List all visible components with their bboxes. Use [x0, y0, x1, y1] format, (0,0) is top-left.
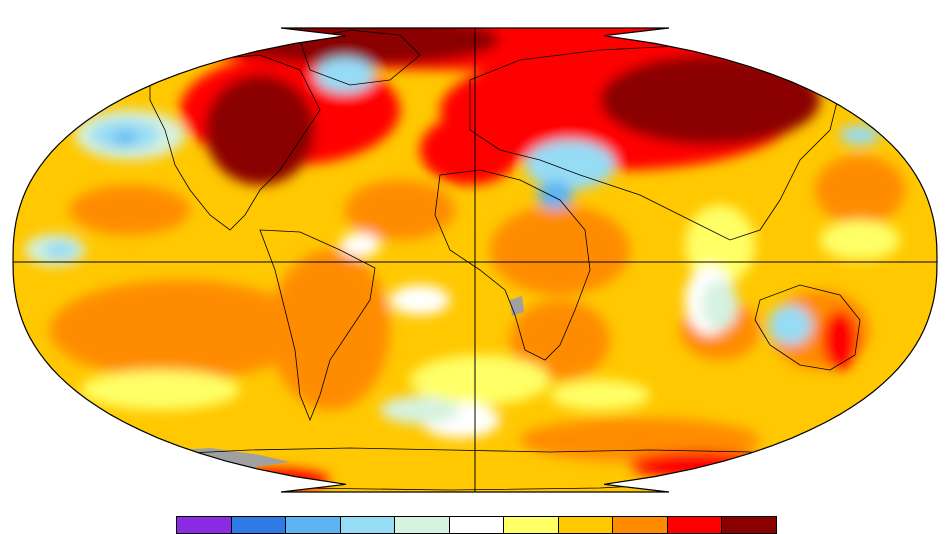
globe-outline	[12, 27, 938, 493]
south-america-outline	[259, 229, 376, 422]
west-pacific-orange	[815, 155, 905, 225]
north-america-outline	[149, 54, 321, 231]
greenland-outline	[299, 29, 421, 86]
south-america-orange	[270, 250, 390, 410]
arctic-darkred	[220, 28, 500, 65]
europe-red	[420, 115, 520, 185]
west-pacific-yellow	[820, 220, 900, 260]
south-atlantic-cool	[380, 396, 460, 424]
antarctica-red	[630, 451, 770, 479]
anomaly-patches	[25, 28, 905, 492]
siberia-darkred	[600, 55, 820, 145]
atlantic-neutral	[390, 285, 450, 315]
world-map	[12, 27, 938, 493]
southern-indian-yellow	[550, 380, 650, 410]
arabia-blue	[537, 181, 573, 209]
legend-swatch-highest	[722, 517, 777, 533]
legend-swatch-lowest	[177, 517, 232, 533]
indian-ocean-cool	[702, 280, 738, 330]
legend-swatch-near-neutral-cool	[395, 517, 450, 533]
middle-east-blue	[525, 140, 615, 190]
color-legend	[176, 516, 777, 534]
pacific-blue-core	[113, 132, 137, 144]
legend-swatch-very-cool	[231, 517, 287, 533]
west-australia-blue	[768, 305, 812, 345]
north-pacific-orange	[70, 185, 190, 235]
legend-swatch-warmer	[613, 517, 668, 533]
legend-swatch-cool	[286, 517, 341, 533]
legend-swatch-very-warm	[667, 517, 723, 533]
indonesia-yellow	[685, 205, 755, 285]
north-pacific-blue	[840, 125, 880, 145]
legend-swatch-slightly-warm	[504, 517, 559, 533]
eastern-north-america-darkred	[205, 75, 315, 185]
east-australia-red	[822, 310, 858, 370]
south-africa-orange	[510, 300, 610, 380]
southeast-pacific-yellow	[80, 370, 240, 410]
legend-swatch-slightly-cool	[340, 517, 396, 533]
south-atlantic-yellow	[410, 355, 550, 405]
legend-swatch-warm	[558, 517, 614, 533]
africa-orange	[490, 205, 630, 295]
south-pacific-orange	[50, 280, 310, 380]
australia-outline	[754, 284, 861, 371]
east-pacific-blue	[42, 241, 78, 259]
north-atlantic-orange	[345, 180, 455, 240]
equatorial-atlantic-neutral	[340, 233, 380, 257]
legend-swatch-neutral	[449, 517, 505, 533]
africa-outline	[434, 169, 591, 361]
